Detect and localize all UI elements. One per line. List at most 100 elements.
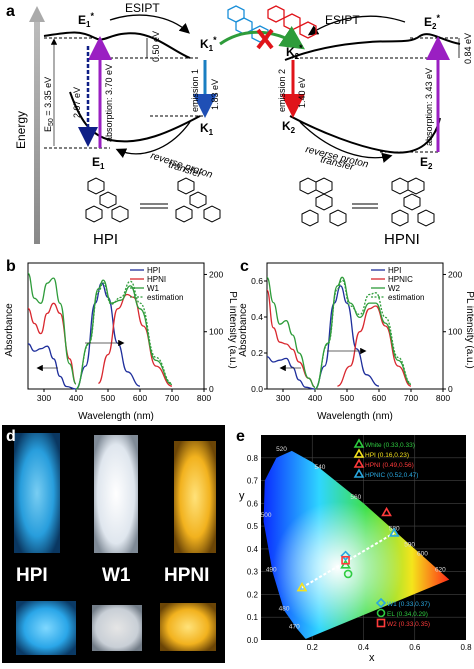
x-tick-600: 600 [372, 393, 386, 403]
wavelength-mark-560: 560 [350, 494, 361, 501]
x-tick-400: 400 [69, 393, 83, 403]
eg-value: E50 = 3.35 eV [43, 77, 55, 132]
x-axis-label: Wavelength (nm) [78, 411, 154, 422]
label-e1-star: E1* [78, 11, 94, 29]
x-tick-0.8: 0.8 [460, 643, 472, 652]
legend-label-hpi: HPI [147, 266, 160, 275]
series-hpnic-absorbance [266, 289, 316, 388]
panel-a-letter: a [6, 3, 15, 20]
y2-tick-100: 100 [209, 327, 223, 337]
v084-label: 0.84 eV [463, 33, 473, 64]
legend-top-1: HPI (0.16,0.23) [365, 452, 409, 459]
legend-label-w2: W2 [388, 284, 401, 293]
cuvette-hpni [174, 441, 216, 553]
cie-white-center [263, 450, 450, 639]
emission1-label: emission 1 [190, 69, 200, 112]
series-hpnic-pl [337, 305, 412, 387]
energy-axis-arrowhead [29, 6, 45, 22]
right-excited-curve [284, 33, 461, 61]
label-k1-star: K1* [200, 35, 217, 53]
panel-a-diagram: Energy ESIPT ESIPT reverse proton transf… [14, 1, 473, 248]
cuvette-hpi [14, 433, 60, 553]
x-tick-600: 600 [133, 393, 147, 403]
y-axis-label: y [239, 490, 245, 502]
legend-label-hpni: HPNI [147, 275, 166, 284]
energy-axis-bar [34, 22, 40, 244]
legend-bottom-1: EL (0.34,0.29) [387, 611, 428, 618]
esipt-right-label: ESIPT [325, 13, 360, 27]
panel-b-chart: Absorbance PL intensity (a.u.) Wavelengt… [4, 262, 237, 422]
esipt-left-label: ESIPT [125, 1, 160, 15]
legend-symbol-0 [353, 438, 365, 448]
energy-axis-label: Energy [14, 111, 28, 149]
series-hpi-absorbance [266, 355, 316, 390]
y-axis-label: Absorbance [4, 303, 15, 357]
legend-label-w1: W1 [147, 284, 160, 293]
legend-symbol-2 [353, 458, 365, 468]
x-tick-800: 800 [197, 393, 211, 403]
x-tick-400: 400 [308, 393, 322, 403]
hpi-structure-icon [85, 177, 221, 223]
legend-symbol-1 [353, 448, 365, 458]
photo-label-w1: W1 [102, 565, 131, 586]
cuvette-w1 [94, 435, 138, 553]
hpi-structure-label: HPI [93, 231, 118, 248]
y-tick-0.7: 0.7 [247, 477, 259, 486]
central-molecule-icon [219, 5, 317, 50]
y2-tick-0: 0 [448, 384, 453, 394]
cie-point-w1 [340, 550, 351, 561]
series-w2-absorbance [266, 276, 316, 388]
x-axis-label: x [369, 652, 375, 664]
legend-label-estimation: estimation [388, 293, 424, 302]
cie-point-el [343, 569, 353, 579]
hpni-structure-icon [299, 177, 435, 227]
film-hpi [16, 601, 76, 655]
legend-bottom-symbol-2 [376, 618, 386, 628]
label-e1: E1 [92, 155, 105, 171]
legend: HPI HPNI W1 estimation [130, 266, 183, 302]
y-tick-0.1: 0.1 [247, 613, 259, 622]
cie-point-w2 [341, 555, 350, 565]
series-hpi-pl [314, 285, 380, 390]
wavelength-mark-470: 470 [289, 624, 300, 631]
cie-point-hpi [296, 581, 308, 592]
wavelength-mark-540: 540 [315, 464, 326, 471]
plot-frame [266, 262, 444, 390]
y-tick-0.2: 0.2 [251, 348, 263, 358]
label-e2: E2 [420, 155, 433, 171]
series-hpi-absorbance [27, 342, 77, 390]
reverse-left-arrow [115, 121, 191, 158]
label-e2-star: E2* [424, 13, 440, 31]
v297-label: 2.97 eV [72, 87, 82, 118]
v343-label: absorption: 3.43 eV [424, 68, 434, 146]
right-ground-curve [289, 115, 441, 154]
y-tick-0.0: 0.0 [247, 636, 259, 645]
x-tick-700: 700 [404, 393, 418, 403]
panel-e-letter: e [236, 428, 245, 445]
cuvette-photo-illustration [14, 433, 216, 655]
legend-label-hpnic: HPNIC [388, 275, 413, 284]
y-tick-0.8: 0.8 [247, 454, 259, 463]
x-axis-label: Wavelength (nm) [317, 411, 393, 422]
series-w1-absorbance [27, 272, 77, 385]
y-tick-0.6: 0.6 [251, 276, 263, 286]
wavelength-mark-590: 590 [404, 542, 415, 549]
v183-label: 1.83 eV [210, 79, 220, 110]
v050-label: 0.50 eV [151, 31, 161, 62]
x-tick-500: 500 [101, 393, 115, 403]
y-tick-0.4: 0.4 [247, 545, 259, 554]
wavelength-mark-480: 480 [279, 605, 290, 612]
emission2-label: emission 2 [277, 69, 287, 112]
series-hpi-pl [75, 282, 141, 390]
panel-c-letter: c [240, 258, 249, 275]
legend-bottom-0: W1 (0.33,0.37) [387, 601, 430, 608]
y2-tick-200: 200 [209, 269, 223, 279]
series-w2-pl [314, 276, 412, 390]
photo-label-hpni: HPNI [164, 565, 210, 586]
panel-d-photo: HPI W1 HPNI [2, 425, 225, 663]
left-excited-curve [43, 31, 191, 59]
x-tick-800: 800 [436, 393, 450, 403]
reverse-right-arrow [299, 121, 393, 163]
x-tick-500: 500 [340, 393, 354, 403]
panel-d-letter: d [6, 428, 16, 445]
